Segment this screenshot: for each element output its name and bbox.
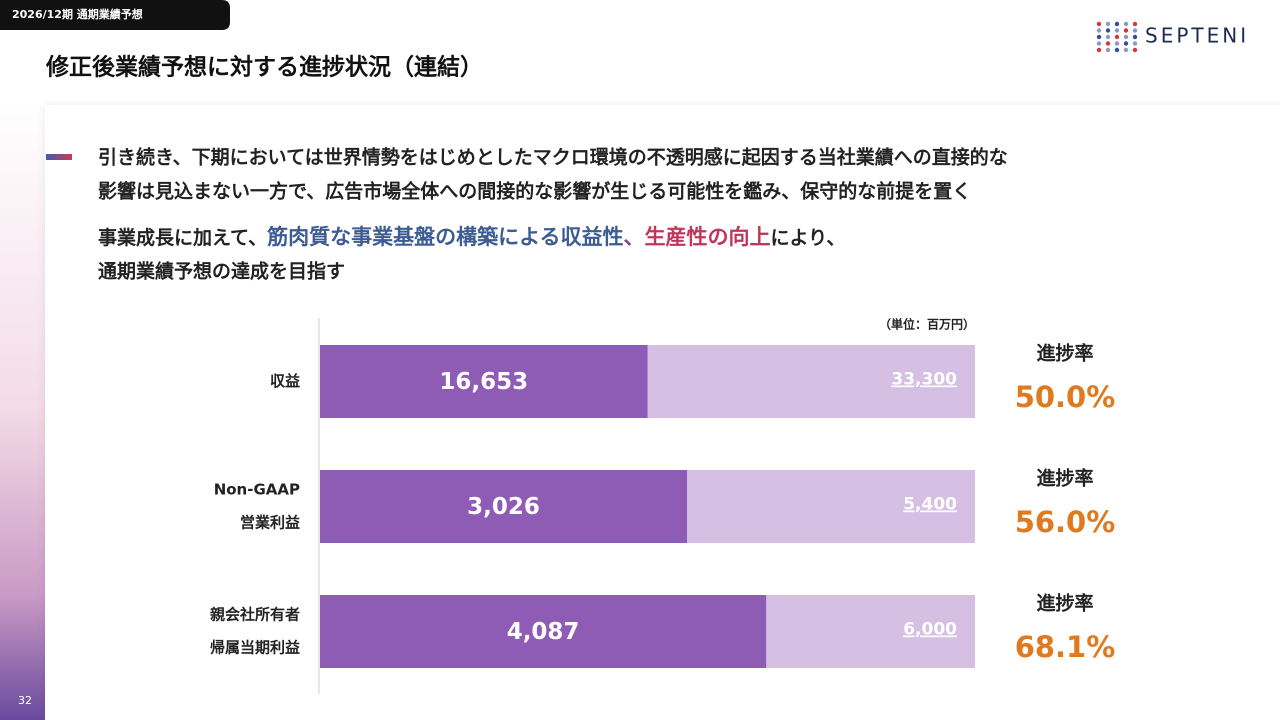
bullet-marker (46, 154, 72, 160)
rate-title: 進捗率 (1036, 592, 1093, 615)
message-text: 、 (623, 225, 644, 249)
header-tab (0, 0, 230, 30)
logo-dot (1114, 41, 1120, 46)
logo-dot (1105, 34, 1111, 40)
logo-dot (1132, 41, 1138, 46)
logo-dot (1123, 34, 1129, 40)
logo-text: SEPTENI (1145, 24, 1249, 48)
logo-dot (1132, 47, 1138, 53)
logo-dot (1132, 21, 1138, 27)
page-number: 32 (18, 694, 32, 707)
category-label: 親会社所有者 (210, 606, 300, 624)
value-label: 3,026 (467, 494, 540, 520)
logo-dot (1096, 28, 1102, 33)
logo-dot (1105, 28, 1111, 33)
category-label: 収益 (270, 372, 300, 390)
message-highlight: 筋肉質な事業基盤の構築による収益性 (266, 225, 623, 249)
rate-title: 進捗率 (1036, 467, 1093, 490)
unit-note: （単位：百万円） (879, 317, 975, 332)
logo-dot (1096, 21, 1102, 27)
rate-value: 68.1% (1015, 630, 1116, 664)
logo-mark (1096, 21, 1138, 53)
value-label: 16,653 (439, 369, 528, 395)
category-label: 帰属当期利益 (210, 639, 300, 657)
bullet-line: 影響は見込まない一方で、広告市場全体への間接的な影響が生じる可能性を鑑み、保守的… (98, 180, 971, 203)
logo-dot (1132, 34, 1138, 40)
actual-bar (320, 595, 767, 668)
logo-dot (1114, 34, 1120, 40)
message-highlight: 生産性の向上 (644, 225, 770, 249)
actual-bar (320, 470, 688, 543)
message-text: により、 (770, 227, 845, 249)
logo-dot (1114, 28, 1120, 33)
target-label: 33,300 (891, 370, 957, 390)
actual-bar (320, 345, 648, 418)
logo-dot (1096, 47, 1102, 53)
category-label: Non-GAAP (214, 481, 300, 499)
slide-title: 修正後業績予想に対する進捗状況（連結） (45, 54, 483, 81)
header-tag: 2026/12期 通期業績予想 (12, 7, 143, 21)
logo-dot (1123, 47, 1129, 53)
logo-dot (1132, 28, 1138, 33)
rate-title: 進捗率 (1036, 342, 1093, 365)
logo-dot (1123, 28, 1129, 33)
logo-dot (1123, 21, 1129, 27)
logo-dot (1105, 47, 1111, 53)
rate-value: 50.0% (1015, 380, 1116, 414)
value-label: 4,087 (507, 619, 580, 645)
logo-dot (1114, 21, 1120, 27)
rate-value: 56.0% (1015, 505, 1116, 539)
logo-dot (1123, 41, 1129, 46)
logo-dot (1105, 21, 1111, 27)
message-line: 事業成長に加えて、筋肉質な事業基盤の構築による収益性、生産性の向上により、 (98, 225, 845, 249)
message-line: 通期業績予想の達成を目指す (98, 260, 345, 283)
logo-dot (1096, 41, 1102, 46)
logo-dot (1096, 34, 1102, 40)
target-label: 5,400 (903, 495, 957, 515)
target-label: 6,000 (903, 620, 957, 640)
bullet-line: 引き続き、下期においては世界情勢をはじめとしたマクロ環境の不透明感に起因する当社… (98, 146, 1008, 169)
logo-dot (1105, 41, 1111, 46)
message-text: 事業成長に加えて、 (98, 226, 267, 249)
logo-dot (1114, 47, 1120, 53)
category-label: 営業利益 (240, 514, 300, 532)
